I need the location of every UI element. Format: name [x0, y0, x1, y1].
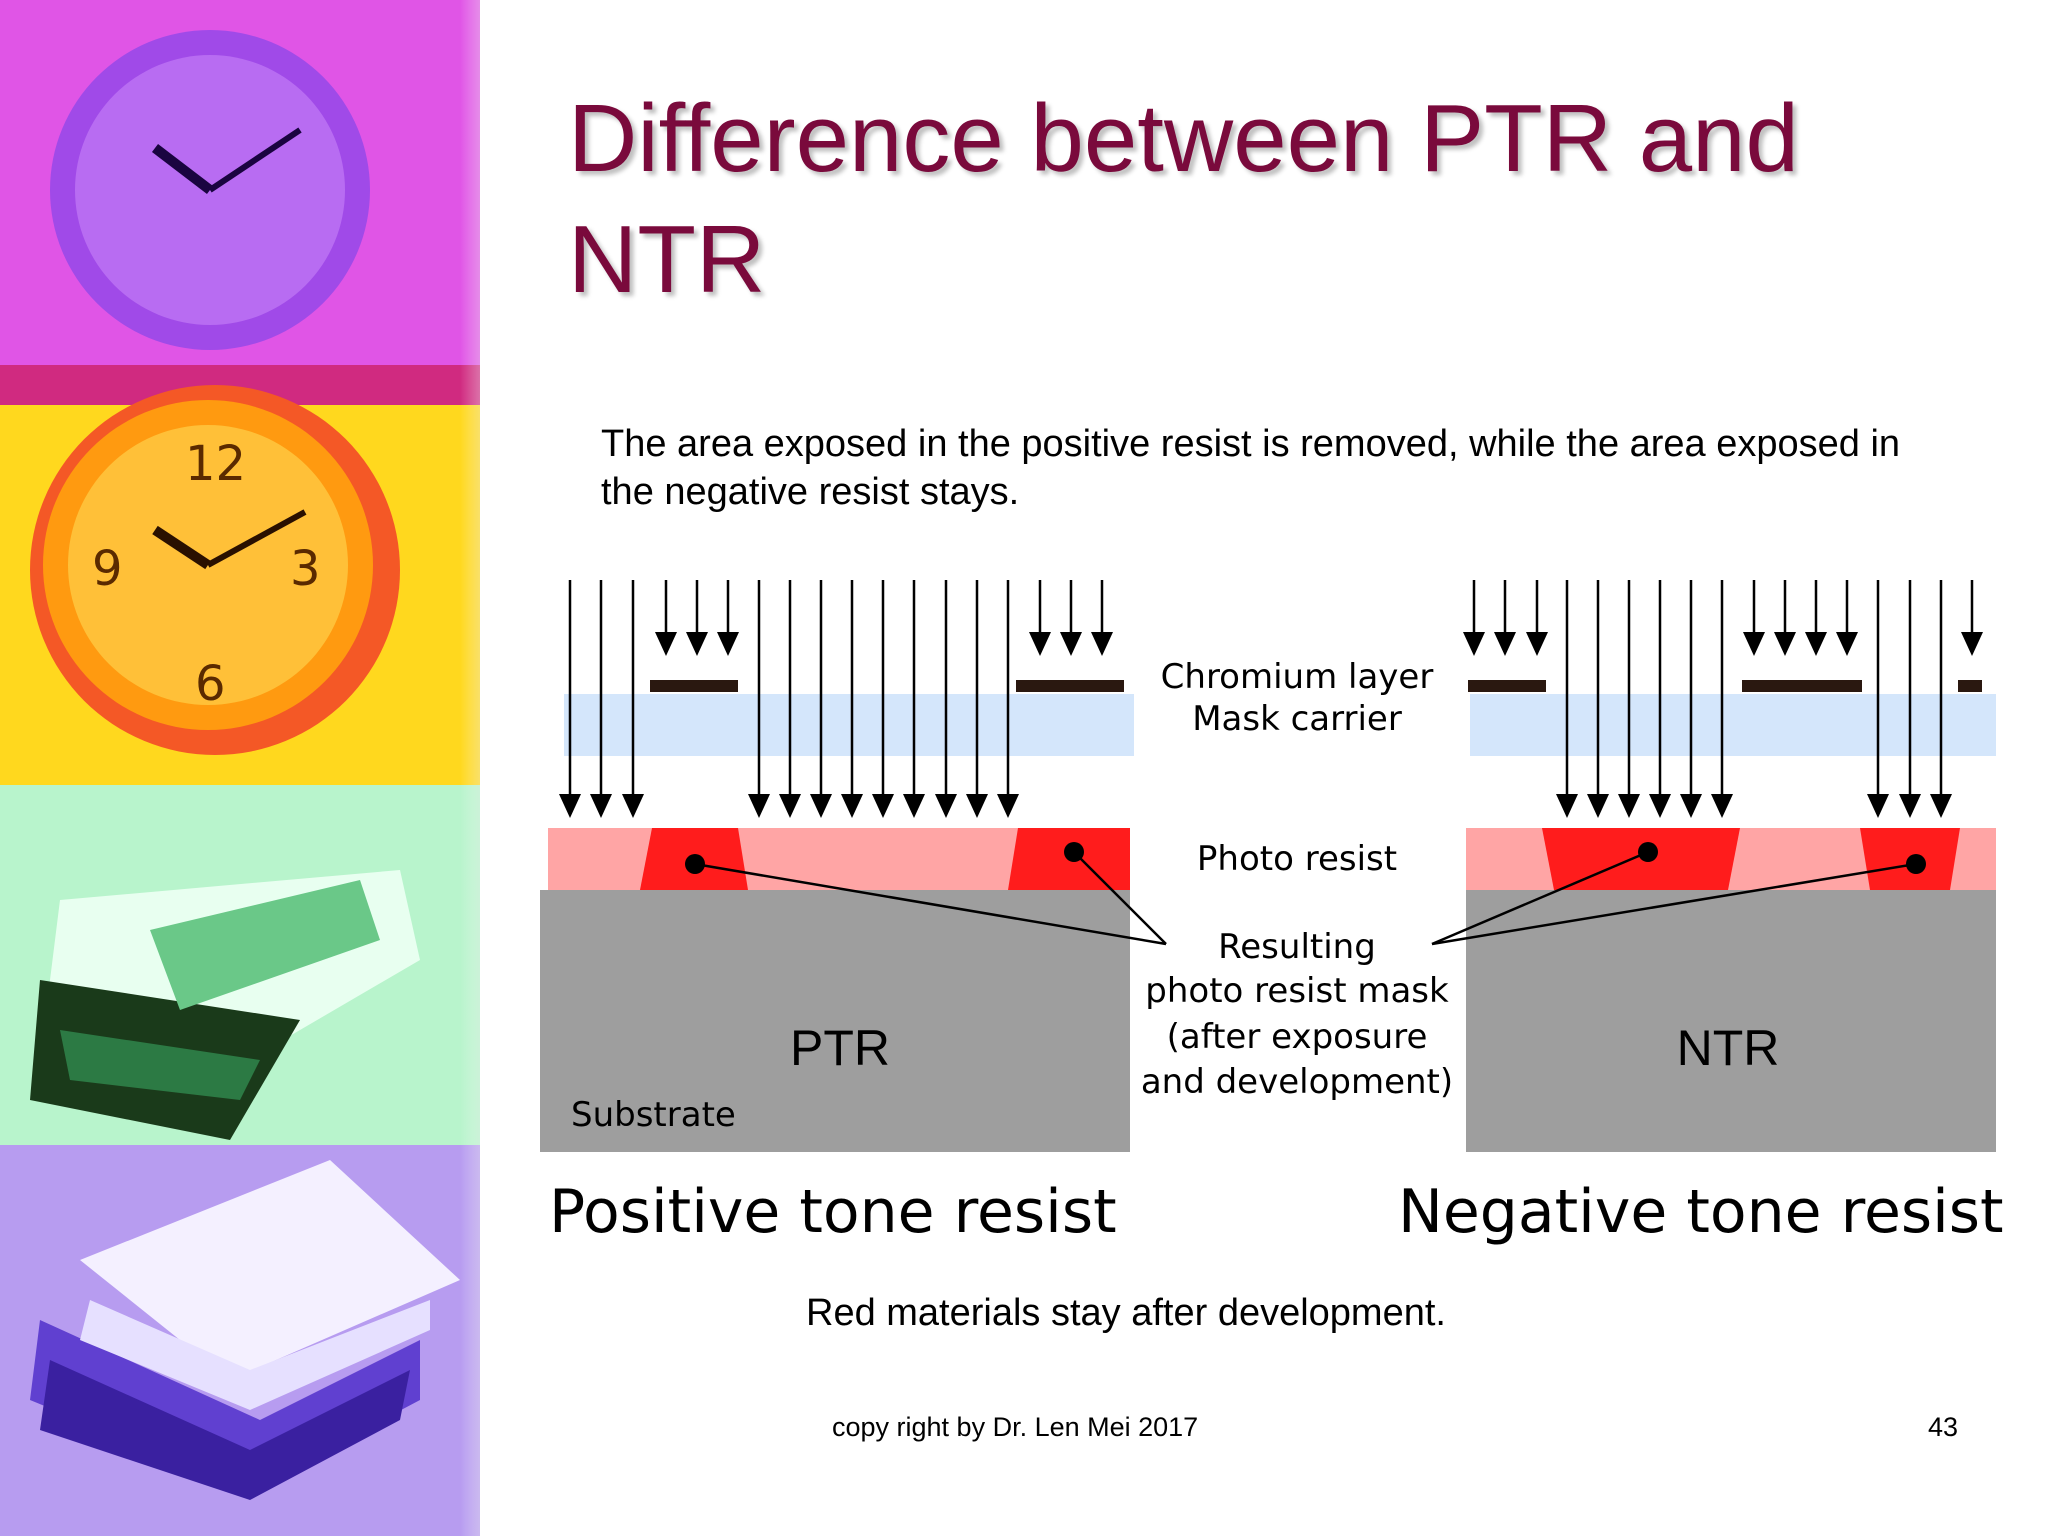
ntr-structure — [1466, 680, 1996, 1152]
ptr-blocked-arrow-head — [1060, 632, 1082, 656]
green-papers-panel — [0, 785, 480, 1145]
ptr-through-arrow-head — [559, 794, 581, 818]
svg-text:9: 9 — [92, 541, 123, 597]
ptr-through-arrow-head — [841, 794, 863, 818]
ptr-through-arrow-head — [810, 794, 832, 818]
ptr-chromium-bar-right — [1016, 680, 1124, 692]
ptr-blocked-arrow-head — [686, 632, 708, 656]
purple-papers-panel — [0, 1145, 480, 1536]
ptr-blocked-arrow-head — [717, 632, 739, 656]
ntr-through-arrow-head — [1587, 794, 1609, 818]
label-resulting-1: Resulting — [1218, 927, 1376, 967]
ptr-through-arrow-head — [622, 794, 644, 818]
ntr-chromium-bar-left — [1468, 680, 1546, 692]
page-number: 43 — [1928, 1412, 1959, 1442]
ptr-through-arrow-head — [935, 794, 957, 818]
ntr-blocked-arrow-head — [1743, 632, 1765, 656]
decorative-image-strip: 12 3 6 9 — [0, 0, 480, 1536]
ntr-blocked-arrow-head — [1805, 632, 1827, 656]
label-ptr: PTR — [790, 1020, 890, 1076]
ptr-chromium-bar-left — [650, 680, 738, 692]
slide-note-text: Red materials stay after development. — [806, 1292, 1446, 1334]
ntr-blocked-arrow-head — [1836, 632, 1858, 656]
ptr-through-arrow-head — [903, 794, 925, 818]
ptr-through-arrow-head — [872, 794, 894, 818]
label-ntr: NTR — [1677, 1020, 1780, 1076]
mask-leader-dots — [685, 842, 1926, 874]
label-mask-carrier: Mask carrier — [1192, 699, 1402, 739]
ntr-through-arrow-head — [1649, 794, 1671, 818]
ptr-blocked-arrow-head — [655, 632, 677, 656]
ntr-through-arrow-head — [1930, 794, 1952, 818]
ptr-structure — [540, 680, 1134, 1152]
ntr-through-arrow-head — [1899, 794, 1921, 818]
label-photo-resist: Photo resist — [1197, 839, 1397, 879]
ntr-through-arrow-head — [1556, 794, 1578, 818]
label-resulting-3: (after exposure — [1167, 1017, 1428, 1057]
ptr-through-arrow-head — [590, 794, 612, 818]
label-resulting-4: and development) — [1141, 1062, 1453, 1102]
exposure-arrows — [559, 580, 1983, 818]
ptr-through-arrow-head — [966, 794, 988, 818]
ptr-through-arrow-head — [997, 794, 1019, 818]
ptr-blocked-arrow-head — [1091, 632, 1113, 656]
ntr-substrate — [1466, 890, 1996, 1152]
svg-text:6: 6 — [195, 656, 226, 712]
yellow-clock-panel: 12 3 6 9 — [0, 385, 480, 785]
svg-text:12: 12 — [185, 436, 246, 492]
footer-copyright: copy right by Dr. Len Mei 2017 — [832, 1412, 1199, 1442]
ptr-through-arrow-head — [748, 794, 770, 818]
ntr-chromium-bar-right — [1958, 680, 1982, 692]
ntr-through-arrow-head — [1711, 794, 1733, 818]
ntr-blocked-arrow-head — [1774, 632, 1796, 656]
ntr-blocked-arrow-head — [1961, 632, 1983, 656]
caption-negative-tone-resist: Negative tone resist — [1398, 1177, 2004, 1247]
magenta-clock-panel — [0, 0, 480, 405]
mask-leader-lines — [694, 850, 1917, 946]
slide-body-text: The area exposed in the positive resist … — [601, 423, 1901, 513]
ntr-chromium-bar-middle — [1742, 680, 1862, 692]
caption-positive-tone-resist: Positive tone resist — [549, 1177, 1117, 1247]
svg-text:3: 3 — [290, 541, 321, 597]
ntr-through-arrow-head — [1867, 794, 1889, 818]
ntr-blocked-arrow-head — [1463, 632, 1485, 656]
label-substrate: Substrate — [571, 1095, 736, 1135]
ptr-mask-carrier — [564, 694, 1134, 756]
ntr-through-arrow-head — [1618, 794, 1640, 818]
label-resulting-2: photo resist mask — [1145, 971, 1449, 1011]
ntr-mask-carrier — [1470, 694, 1996, 756]
ntr-blocked-arrow-head — [1494, 632, 1516, 656]
ntr-through-arrow-head — [1680, 794, 1702, 818]
ptr-blocked-arrow-head — [1029, 632, 1051, 656]
label-chromium-layer: Chromium layer — [1161, 657, 1434, 697]
ptr-substrate — [540, 890, 1130, 1152]
ntr-blocked-arrow-head — [1526, 632, 1548, 656]
ptr-through-arrow-head — [779, 794, 801, 818]
slide-title: Difference between PTR and NTR — [568, 85, 1799, 313]
